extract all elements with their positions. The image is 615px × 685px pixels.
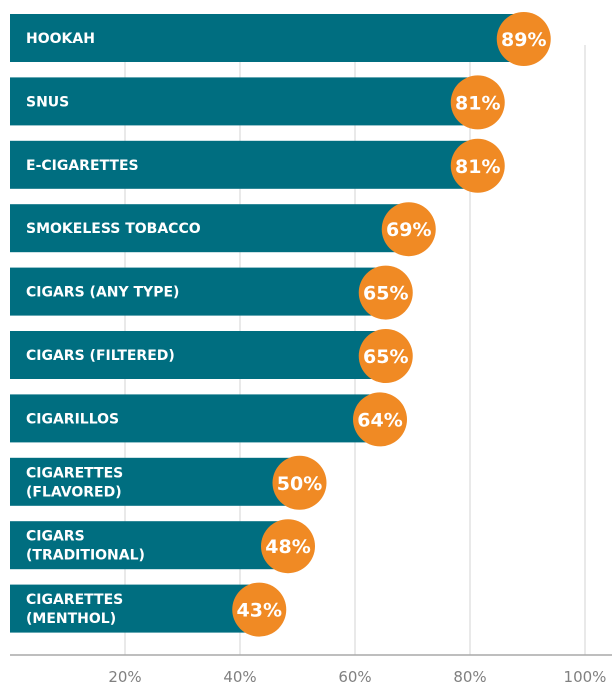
value-badge [232,582,287,637]
bar [10,584,258,633]
value-badge [261,519,315,574]
value-label: 81% [455,156,500,178]
value-badge [272,455,327,510]
value-badge [450,75,505,130]
x-tick-label: 20% [108,668,141,685]
category-label: SNUS [26,94,69,110]
value-badge [358,265,413,320]
value-badge [450,138,505,193]
value-label: 43% [237,600,282,622]
category-label: (TRADITIONAL) [26,548,145,564]
value-label: 50% [277,473,322,495]
value-label: 64% [357,409,402,431]
category-label: HOOKAH [26,31,95,47]
x-tick-label: 60% [338,668,371,685]
category-label: CIGARETTES [26,465,123,481]
category-label: CIGARS (FILTERED) [26,348,175,364]
category-label: CIGARS [26,529,85,545]
bar [10,14,522,62]
category-label: CIGARETTES [26,592,123,608]
value-label: 69% [386,219,431,241]
x-tick-label: 80% [453,668,486,685]
value-badge [381,202,436,257]
bar [10,140,476,189]
bar [10,457,298,506]
x-tick-label: 100% [564,668,607,685]
category-label: (FLAVORED) [26,484,122,500]
value-label: 65% [363,346,408,368]
value-badge [358,329,413,383]
value-label: 89% [501,29,546,51]
value-badge [353,392,407,447]
value-label: 65% [363,283,408,305]
value-label: 81% [455,92,500,114]
bar [10,521,286,570]
bar [10,331,384,379]
category-label: CIGARILLOS [26,411,119,427]
value-label: 48% [265,536,310,558]
value-badge [496,12,551,66]
category-label: (MENTHOL) [26,611,116,627]
x-tick-label: 40% [223,668,256,685]
category-label: SMOKELESS TOBACCO [26,221,201,237]
category-label: E-CIGARETTES [26,158,139,174]
bar [10,77,476,126]
bar [10,394,378,443]
category-label: CIGARS (ANY TYPE) [26,285,179,301]
bar [10,204,407,253]
bar [10,267,384,316]
